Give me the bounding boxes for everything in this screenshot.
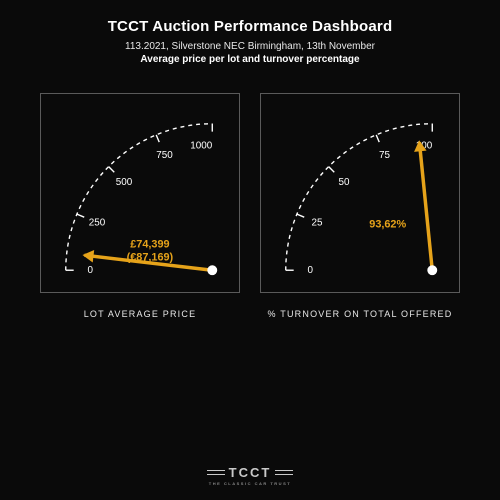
gauge-tick	[109, 167, 115, 173]
gauge-tick	[376, 135, 379, 142]
gauge-lot-average-price: 0 250 500 750 1000 £74,399(€87,169) LOT AVERA…	[40, 93, 240, 319]
subtitle-metric: Average price per lot and turnover perce…	[0, 54, 500, 65]
gauge-tick-label: 250	[89, 217, 106, 228]
gauge-pivot-dot	[207, 265, 217, 275]
gauge-turnover-pct: 025507510093,62% % TURNOVER ON TOTAL OFF…	[260, 93, 460, 319]
gauge-value-line1: 93,62%	[369, 219, 406, 231]
gauge-tick-label: 25	[312, 217, 323, 228]
gauge-tick	[77, 214, 84, 217]
gauge-tick-label: 1000	[190, 140, 212, 151]
dashboard: TCCT Auction Performance Dashboard 113.2…	[0, 0, 500, 500]
gauge-svg: 025507510093,62%	[261, 94, 459, 292]
gauge-tick-label: 500	[116, 177, 133, 188]
gauge-arc	[286, 124, 433, 271]
gauge-needle-head-icon	[82, 250, 94, 262]
wing-left-icon	[207, 467, 225, 477]
gauge-tick	[156, 135, 159, 142]
logo-tagline: THE CLASSIC CAR TRUST	[0, 481, 500, 486]
wing-right-icon	[275, 467, 293, 477]
gauges-row: 02505007501000£74,399(€87,169) LOT AVERA…	[0, 93, 500, 319]
gauge-pivot-dot	[427, 265, 437, 275]
gauge-tick-label: 750	[156, 150, 173, 161]
gauge-label: LOT AVERAGE PRICE	[40, 309, 240, 319]
gauge-tick-label: 75	[379, 150, 390, 161]
header: TCCT Auction Performance Dashboard 113.2…	[0, 0, 500, 65]
subtitle-event: 113.2021, Silverstone NEC Birmingham, 13…	[0, 41, 500, 52]
gauge-label: % TURNOVER ON TOTAL OFFERED	[260, 309, 460, 319]
gauge-tick	[297, 214, 304, 217]
gauge-needle	[419, 142, 432, 270]
gauge-value-line2: (€87,169)	[127, 251, 174, 263]
gauge-svg: 0 250 500 750 1000 £74,399(€87,169)	[41, 94, 239, 292]
gauge-tick-label: 50	[339, 177, 350, 188]
gauge-frame: 0 250 500 750 1000 £74,399(€87,169)	[40, 93, 240, 293]
gauge-frame: 025507510093,62%	[260, 93, 460, 293]
gauge-value-line1: £74,399	[130, 238, 169, 250]
gauge-tick-label: 0	[88, 265, 94, 276]
logo-text: TCCT	[229, 465, 272, 480]
gauge-tick-label: 0	[308, 265, 314, 276]
page-title: TCCT Auction Performance Dashboard	[0, 18, 500, 35]
gauge-tick	[329, 167, 335, 173]
logo: TCCT THE CLASSIC CAR TRUST	[0, 465, 500, 487]
